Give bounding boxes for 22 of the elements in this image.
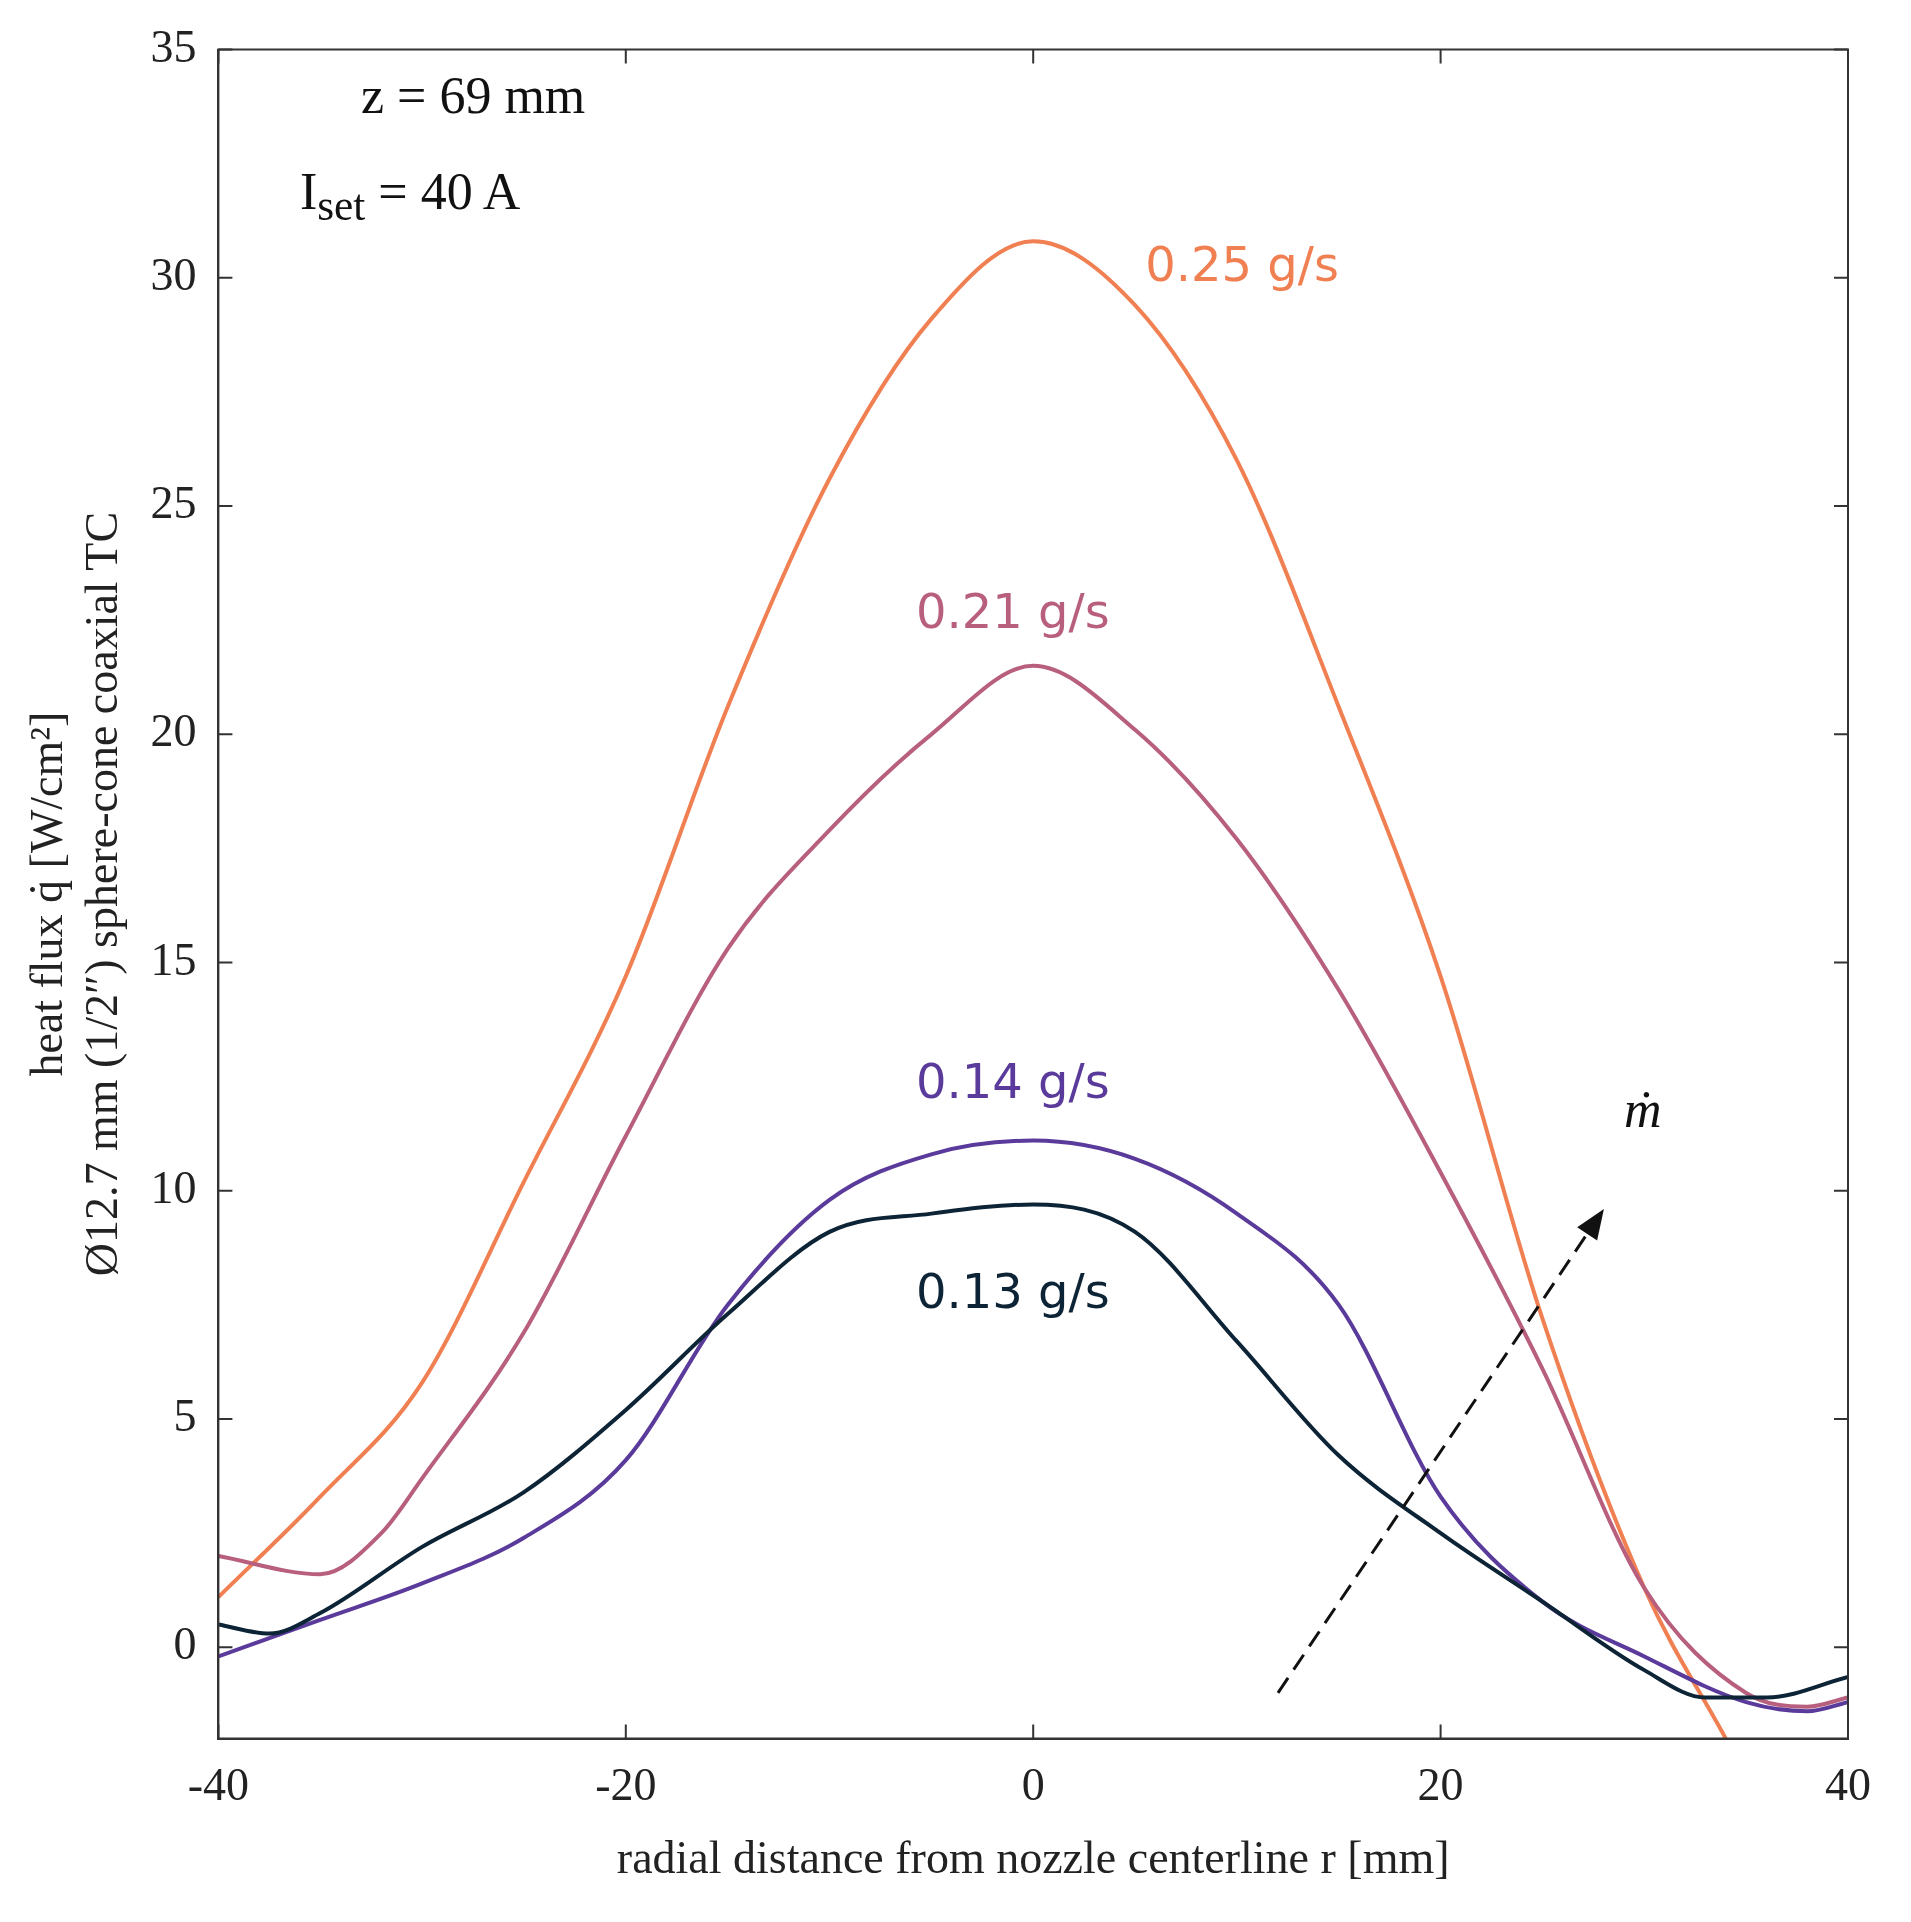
x-tick-label: -20 xyxy=(595,1759,657,1811)
x-tick-label: -40 xyxy=(187,1759,250,1811)
annotation: z = 69 mm xyxy=(360,65,586,125)
series-label: 0.21 g/s xyxy=(915,583,1110,640)
y-tick-label: 35 xyxy=(150,20,197,72)
x-axis-title: radial distance from nozzle centerline r [mm] xyxy=(616,1832,1450,1884)
y-axis-title: heat flux q̇ [W/cm²] Ø12.7 mm (1/2″) sphere-cone coaxial TC xyxy=(20,511,127,1277)
x-tick-label: 20 xyxy=(1417,1759,1464,1811)
y-tick-label: 10 xyxy=(150,1161,197,1213)
x-tick-label: 0 xyxy=(1021,1759,1045,1811)
x-tick-label: 40 xyxy=(1825,1759,1871,1811)
annotation: I$_{set}$ = 40 A xyxy=(299,161,521,230)
series-label: 0.25 g/s xyxy=(1145,236,1340,293)
y-tick-label: 5 xyxy=(173,1390,197,1442)
series-label: 0.13 g/s xyxy=(915,1263,1110,1320)
y-tick-label: 0 xyxy=(173,1618,197,1670)
annotation: ṁ xyxy=(1623,1079,1662,1139)
y-tick-label: 25 xyxy=(150,477,197,529)
series-label: 0.14 g/s xyxy=(915,1053,1110,1110)
y-tick-label: 20 xyxy=(150,705,197,757)
y-tick-label: 15 xyxy=(150,933,197,985)
y-tick-label: 30 xyxy=(150,248,197,300)
